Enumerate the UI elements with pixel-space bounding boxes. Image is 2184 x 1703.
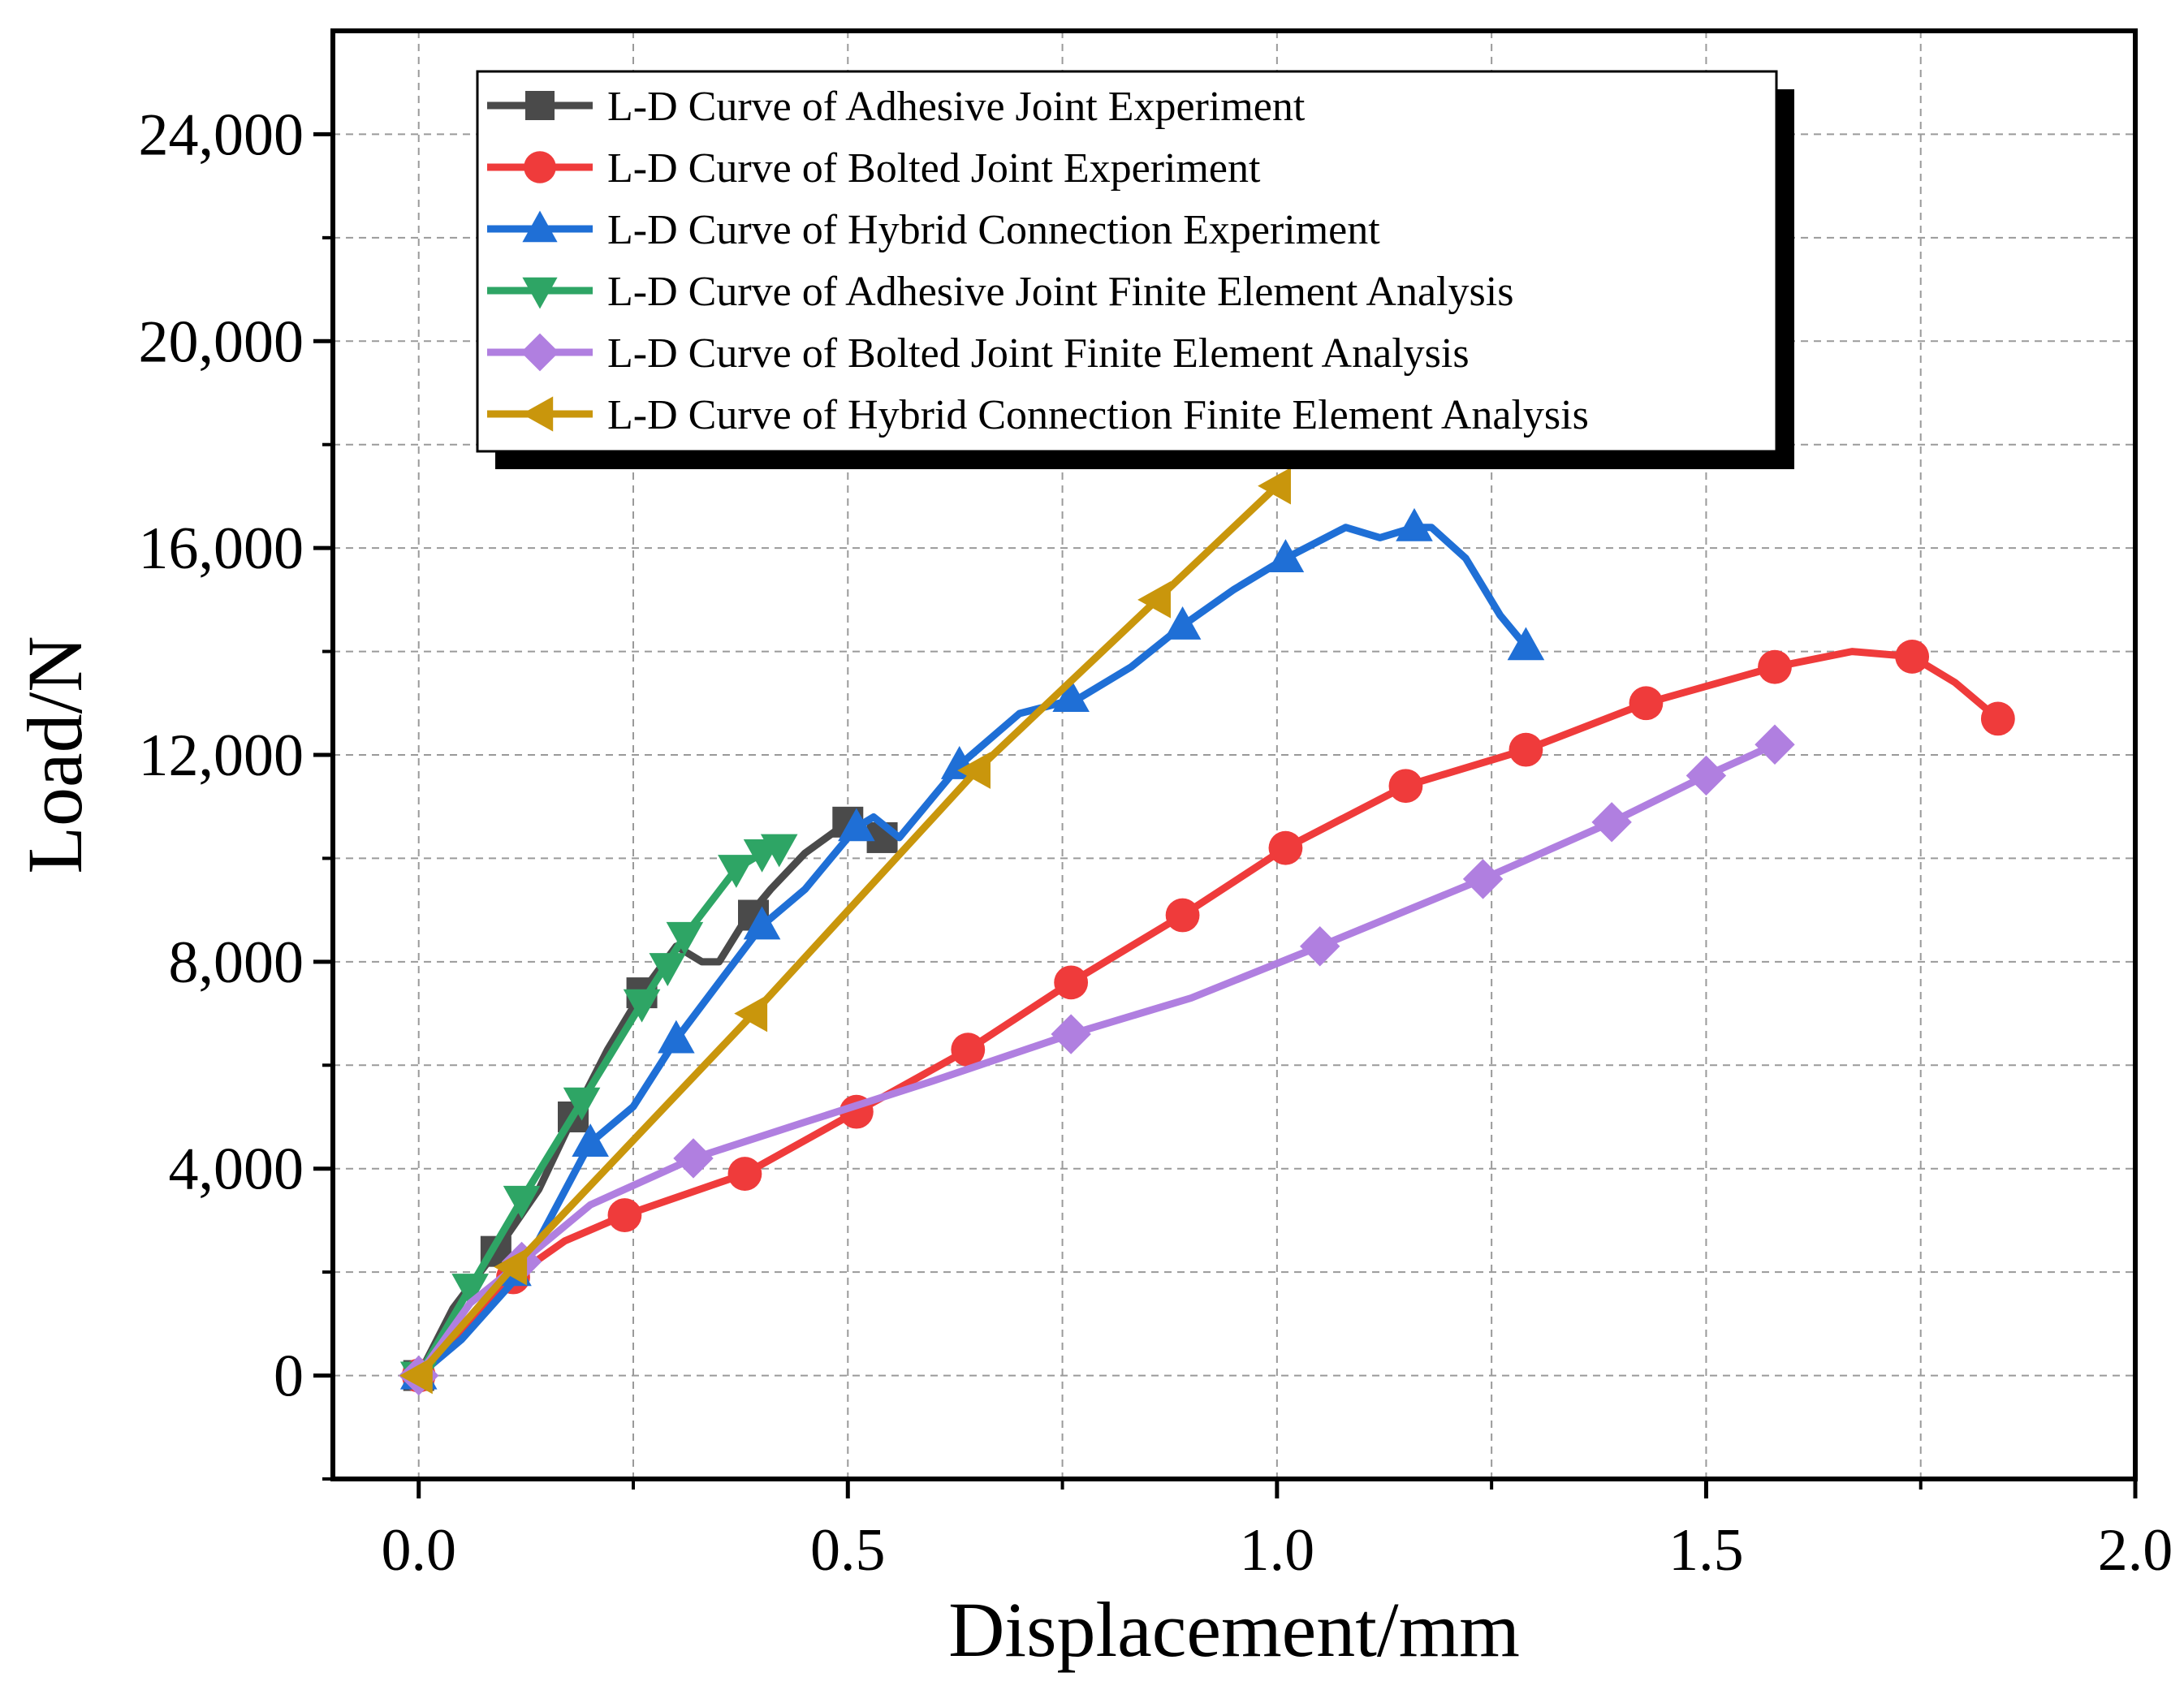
legend: L-D Curve of Adhesive Joint Experiment L-… xyxy=(476,70,1794,469)
legend-label: L-D Curve of Hybrid Connection Experimen… xyxy=(607,207,1380,253)
data-point xyxy=(607,1198,642,1232)
series-3 xyxy=(399,507,1545,1390)
data-point xyxy=(760,834,798,868)
data-point xyxy=(1388,769,1423,804)
data-point xyxy=(1895,640,1930,674)
series-5 xyxy=(399,724,1795,1396)
data-point xyxy=(1165,898,1200,933)
legend-label: L-D Curve of Hybrid Connection Finite El… xyxy=(607,392,1589,438)
data-point xyxy=(451,1274,489,1308)
series-line xyxy=(415,482,1281,1380)
data-point xyxy=(666,921,704,955)
legend-label: L-D Curve of Adhesive Joint Finite Eleme… xyxy=(607,269,1513,315)
legend-item: L-D Curve of Hybrid Connection Experimen… xyxy=(487,207,1380,253)
legend-item: L-D Curve of Bolted Joint Finite Element… xyxy=(487,330,1470,377)
data-point xyxy=(658,1020,695,1054)
y-tick-label: 16,000 xyxy=(139,515,304,582)
data-point xyxy=(1509,732,1543,767)
y-tick-label: 24,000 xyxy=(139,101,304,168)
data-point xyxy=(1507,627,1545,661)
data-point xyxy=(563,1087,601,1121)
data-point xyxy=(623,989,661,1023)
axis-ticks xyxy=(313,131,2138,1498)
y-tick-label: 8,000 xyxy=(169,929,304,996)
data-point xyxy=(572,1123,609,1157)
x-tick-label: 0.5 xyxy=(810,1517,886,1584)
y-tick-label: 4,000 xyxy=(169,1136,304,1203)
y-tick-label: 20,000 xyxy=(139,308,304,375)
legend-item: L-D Curve of Bolted Joint Experiment xyxy=(487,145,1261,192)
legend-item: L-D Curve of Adhesive Joint Finite Eleme… xyxy=(487,269,1513,315)
legend-label: L-D Curve of Bolted Joint Finite Element… xyxy=(607,330,1470,377)
y-tick-label: 12,000 xyxy=(139,722,304,789)
data-point xyxy=(673,1138,714,1179)
series-6 xyxy=(399,467,1291,1395)
data-point xyxy=(727,1157,762,1191)
data-point xyxy=(1591,802,1632,843)
x-axis-title: Displacement/mm xyxy=(948,1586,1520,1673)
series-line xyxy=(415,740,1779,1380)
tick-labels: 0.0 0.5 1.0 1.5 2.0 0 4,000 8,000 12,000 16,000 20… xyxy=(139,101,2173,1584)
data-point xyxy=(1755,724,1795,765)
data-point xyxy=(1052,679,1090,713)
legend-item: L-D Curve of Hybrid Connection Finite El… xyxy=(487,392,1589,438)
x-tick-label: 2.0 xyxy=(2098,1517,2173,1584)
legend-label: L-D Curve of Adhesive Joint Experiment xyxy=(607,84,1306,130)
data-point xyxy=(718,855,755,888)
x-tick-label: 1.5 xyxy=(1668,1517,1744,1584)
y-axis-title: Load/N xyxy=(11,636,98,873)
data-point xyxy=(1396,507,1433,541)
data-point xyxy=(1268,830,1303,865)
data-point xyxy=(1163,606,1202,640)
data-point xyxy=(1629,686,1664,721)
x-tick-label: 1.0 xyxy=(1240,1517,1315,1584)
series-layer xyxy=(399,467,2015,1396)
data-point xyxy=(1685,755,1727,796)
data-point xyxy=(743,906,781,940)
data-point xyxy=(1051,1014,1091,1054)
legend-marker xyxy=(522,210,558,243)
data-point xyxy=(1137,581,1171,619)
data-point xyxy=(649,953,687,986)
data-point xyxy=(1300,926,1340,967)
data-point xyxy=(399,1356,433,1395)
data-point xyxy=(494,1248,528,1286)
data-point xyxy=(951,1033,986,1067)
data-point xyxy=(503,1185,541,1219)
data-point xyxy=(1758,649,1792,684)
series-line xyxy=(415,648,2002,1380)
y-tick-label: 0 xyxy=(274,1343,304,1410)
legend-item: L-D Curve of Adhesive Joint Experiment xyxy=(487,84,1306,130)
data-point xyxy=(838,808,875,842)
data-point xyxy=(1980,701,2015,736)
data-point xyxy=(1462,859,1504,899)
legend-marker xyxy=(521,396,554,432)
legend-marker xyxy=(520,333,559,372)
legend-marker xyxy=(525,91,555,120)
data-point xyxy=(957,752,991,789)
series-line xyxy=(415,524,1530,1380)
data-point xyxy=(1267,539,1305,572)
data-point xyxy=(1258,467,1291,505)
legend-label: L-D Curve of Bolted Joint Experiment xyxy=(607,145,1261,192)
legend-marker xyxy=(524,151,556,183)
x-tick-label: 0.0 xyxy=(381,1517,456,1584)
legend-box xyxy=(476,70,1778,453)
legend-marker xyxy=(522,277,558,309)
data-point xyxy=(1054,965,1089,1000)
data-point xyxy=(734,994,768,1033)
